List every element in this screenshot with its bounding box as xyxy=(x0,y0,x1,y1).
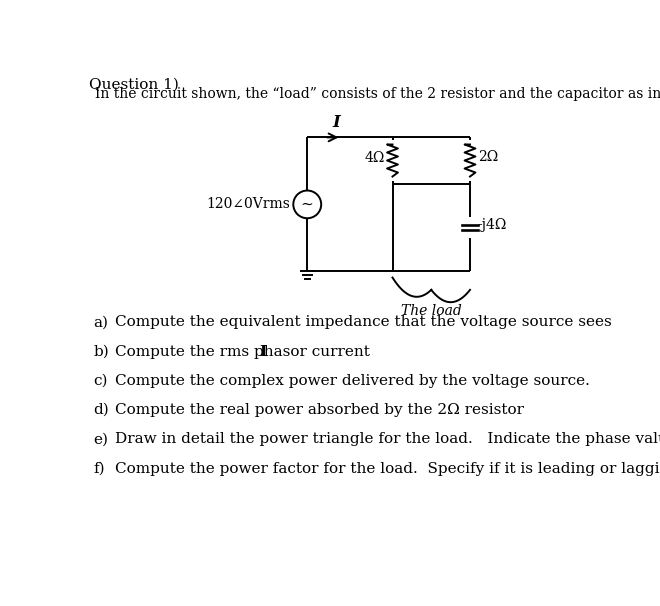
Text: The load: The load xyxy=(401,304,461,318)
Text: Compute the complex power delivered by the voltage source.: Compute the complex power delivered by t… xyxy=(115,374,590,388)
Text: Question 1): Question 1) xyxy=(88,78,179,92)
Text: 120∠0Vrms: 120∠0Vrms xyxy=(207,198,290,211)
Text: f): f) xyxy=(93,462,105,476)
Text: d): d) xyxy=(93,403,109,417)
Text: Draw in detail the power triangle for the load.   Indicate the phase value.: Draw in detail the power triangle for th… xyxy=(115,432,660,446)
Text: a): a) xyxy=(93,315,108,329)
Text: Compute the rms phasor current: Compute the rms phasor current xyxy=(115,345,375,359)
Text: In the circuit shown, the “load” consists of the 2 resistor and the capacitor as: In the circuit shown, the “load” consist… xyxy=(95,87,660,101)
Text: c): c) xyxy=(93,374,108,388)
Text: e): e) xyxy=(93,432,108,446)
Text: I: I xyxy=(259,345,267,359)
Text: Compute the power factor for the load.  Specify if it is leading or lagging.: Compute the power factor for the load. S… xyxy=(115,462,660,476)
Text: Compute the equivalent impedance that the voltage source sees: Compute the equivalent impedance that th… xyxy=(115,315,612,329)
Text: -j4Ω: -j4Ω xyxy=(478,218,507,232)
Text: ∼: ∼ xyxy=(301,198,314,211)
Text: b): b) xyxy=(93,345,109,359)
Text: 4Ω: 4Ω xyxy=(364,151,385,165)
Text: I: I xyxy=(332,115,340,132)
Text: Compute the real power absorbed by the 2Ω resistor: Compute the real power absorbed by the 2… xyxy=(115,403,524,417)
Text: 2Ω: 2Ω xyxy=(478,150,498,164)
